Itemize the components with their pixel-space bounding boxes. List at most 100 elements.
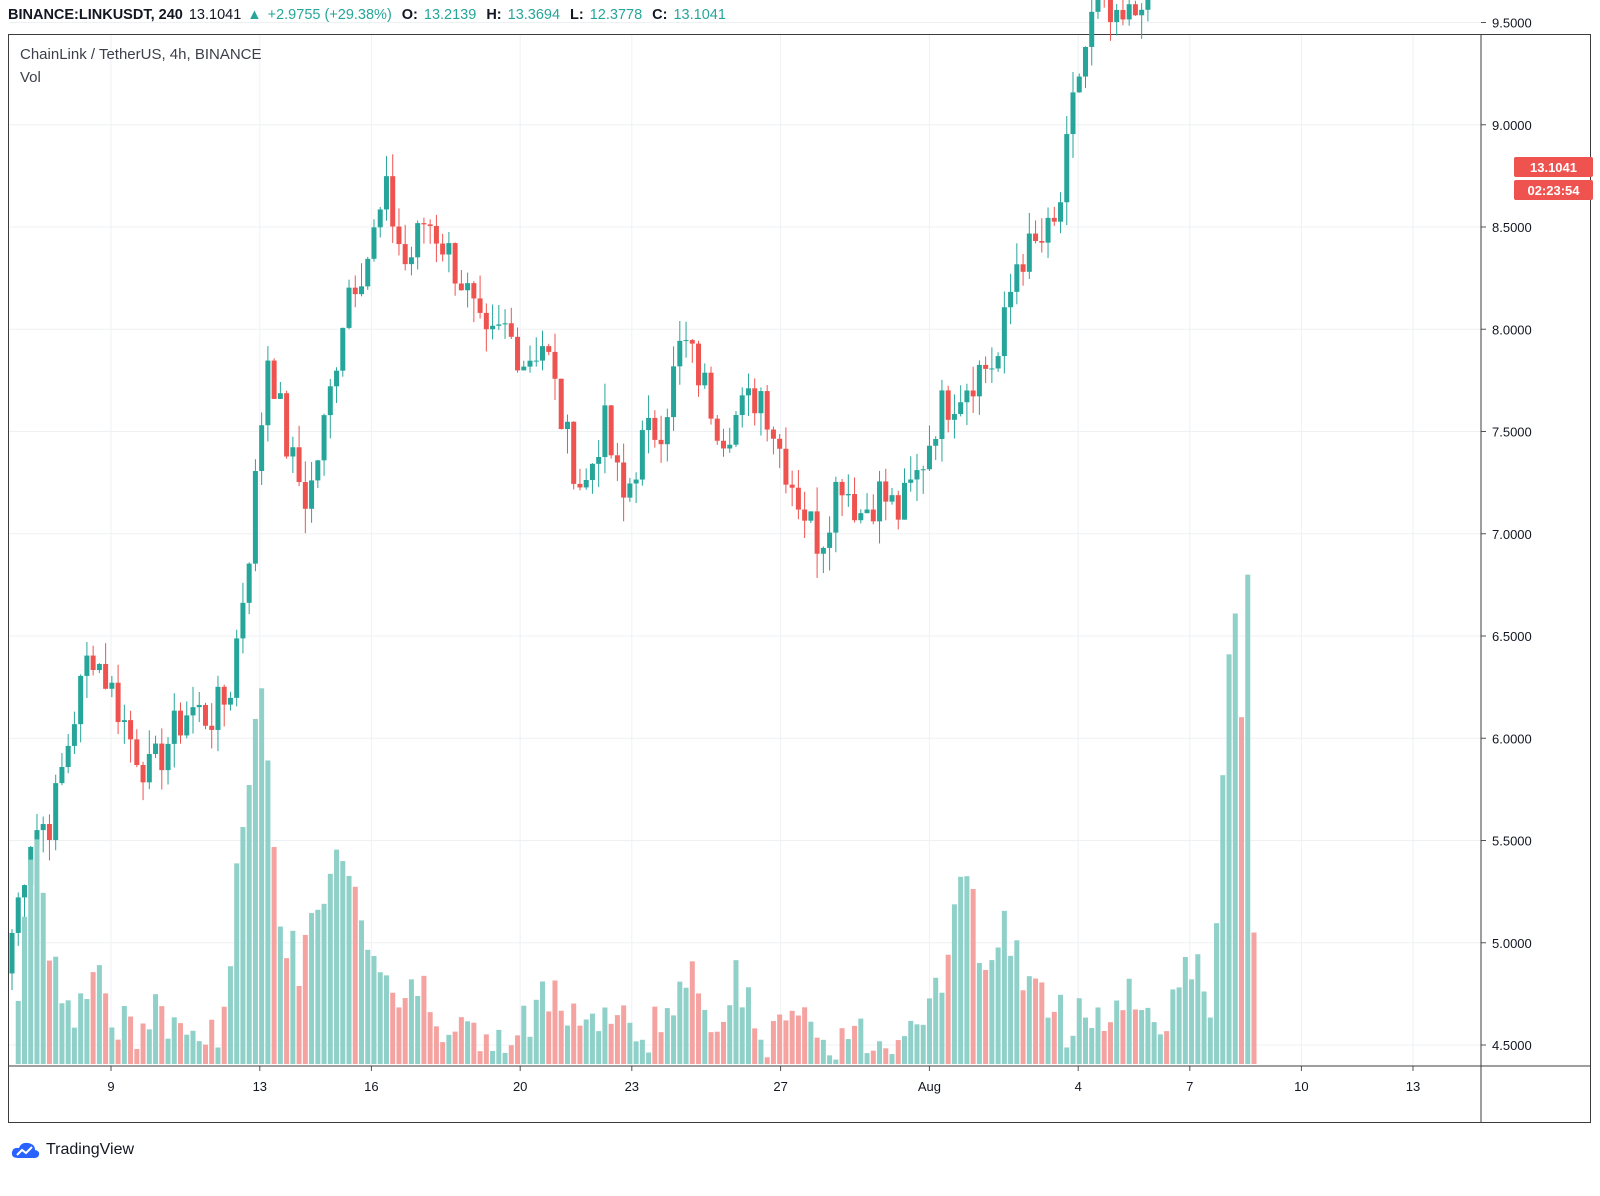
tradingview-logo[interactable]: TradingView: [10, 1140, 134, 1160]
candle-body: [789, 484, 795, 488]
high-label: H:: [486, 7, 502, 23]
volume-bar: [390, 992, 396, 1064]
candle-body: [84, 655, 90, 676]
volume-bar: [259, 688, 265, 1064]
candle-body: [852, 494, 858, 521]
y-tick-label: 4.5000: [1492, 1038, 1532, 1053]
volume-bar: [1139, 1010, 1145, 1064]
x-tick-label: 13: [1406, 1079, 1420, 1094]
volume-bar: [315, 909, 321, 1064]
volume-bar: [277, 926, 283, 1064]
candle-body: [814, 511, 820, 554]
volume-bar: [926, 998, 932, 1064]
volume-bar: [240, 827, 246, 1064]
candle-body: [159, 743, 165, 771]
x-tick-label: 23: [625, 1079, 639, 1094]
open-value: 13.2139: [423, 7, 477, 23]
candle-body: [65, 745, 71, 768]
volume-bar: [215, 1047, 221, 1064]
candle-body: [153, 743, 159, 755]
candle-body: [1045, 217, 1051, 243]
volume-bar: [614, 1015, 620, 1064]
volume-bar: [1195, 954, 1201, 1064]
volume-bar: [1014, 940, 1020, 1064]
volume-bar: [471, 1022, 477, 1064]
volume-bar: [727, 1005, 733, 1064]
brand-name: TradingView: [46, 1141, 135, 1158]
volume-bar: [134, 1048, 140, 1064]
x-tick-label: 7: [1186, 1079, 1193, 1094]
chart-frame[interactable]: [8, 34, 1591, 1123]
candle-body: [365, 258, 371, 287]
volume-bar: [602, 1007, 608, 1064]
volume-bar: [1220, 775, 1226, 1064]
candle-body: [889, 495, 895, 502]
current-price-tag: 13.1041: [1514, 157, 1593, 177]
symbol-name[interactable]: BINANCE:LINKUSDT, 240: [8, 7, 183, 23]
volume-bar: [1182, 957, 1188, 1064]
candle-body: [433, 225, 439, 244]
candle-body: [820, 547, 826, 554]
candle-body: [914, 470, 920, 480]
candle-body: [1139, 9, 1145, 16]
volume-bar: [608, 1023, 614, 1064]
volume-bar: [764, 1057, 770, 1064]
volume-bar: [1151, 1022, 1157, 1064]
last-price: 13.1041: [188, 7, 242, 23]
volume-bar: [671, 1015, 677, 1064]
volume-bar: [327, 873, 333, 1064]
volume-bar: [153, 994, 159, 1064]
volume-bar: [908, 1020, 914, 1064]
candle-body: [671, 366, 677, 418]
volume-bar: [515, 1035, 521, 1064]
y-tick-label: 9.5000: [1492, 16, 1532, 31]
volume-bar: [302, 934, 308, 1064]
volume-bar: [159, 1006, 165, 1064]
candle-body: [21, 885, 27, 898]
volume-bar: [546, 1011, 552, 1064]
candle-body: [1026, 233, 1032, 272]
candle-body: [683, 340, 689, 342]
candle-body: [1095, 0, 1101, 12]
candle-body: [1014, 264, 1020, 292]
volume-bar: [490, 1050, 496, 1064]
low-label: L:: [570, 7, 584, 23]
candle-body: [134, 739, 140, 766]
volume-bar: [352, 886, 358, 1064]
volume-bar: [976, 962, 982, 1064]
volume-bar: [521, 1005, 527, 1064]
volume-bar: [196, 1041, 202, 1064]
candle-body: [571, 421, 577, 484]
candle-body: [933, 439, 939, 446]
candle-body: [970, 390, 976, 397]
volume-bar: [1176, 987, 1182, 1064]
volume-bar: [870, 1050, 876, 1064]
bar-countdown-tag: 02:23:54: [1514, 180, 1593, 200]
candle-body: [895, 495, 901, 520]
candle-body: [951, 414, 957, 420]
candle-body: [383, 176, 389, 210]
candle-body: [558, 378, 564, 430]
volume-bar: [1114, 1000, 1120, 1064]
candle-body: [540, 346, 546, 361]
candle-body: [371, 227, 377, 259]
candle-body: [502, 323, 508, 325]
volume-bar: [433, 1026, 439, 1064]
candle-body: [1145, 0, 1151, 10]
volume-bar: [633, 1041, 639, 1064]
chart-legend-title: ChainLink / TetherUS, 4h, BINANCE: [20, 46, 262, 63]
candle-body: [246, 563, 252, 603]
volume-bar: [396, 1007, 402, 1064]
candle-body: [309, 480, 315, 509]
volume-bar: [577, 1025, 583, 1064]
tradingview-cloud-icon: [11, 1142, 40, 1158]
volume-bar: [1033, 978, 1039, 1064]
volume-bar: [951, 904, 957, 1064]
volume-bar: [371, 956, 377, 1064]
price-change: +2.9755 (+29.38%): [267, 7, 392, 23]
candle-body: [552, 351, 558, 379]
volume-bar: [271, 847, 277, 1064]
candle-body: [1076, 76, 1082, 93]
volume-bar: [103, 993, 109, 1064]
